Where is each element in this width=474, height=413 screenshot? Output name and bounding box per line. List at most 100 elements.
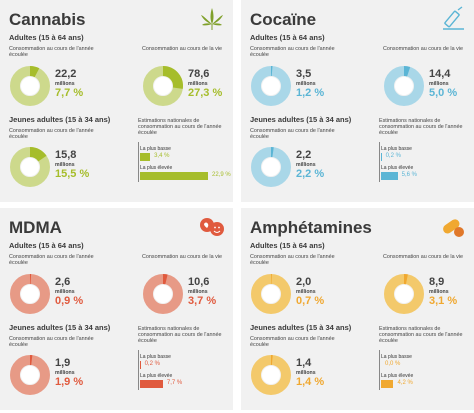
donut-youth-past-year (251, 147, 291, 187)
bar-lowest-value: 3,4 % (154, 153, 170, 159)
donut-slice (162, 66, 183, 89)
unit-label: millions (429, 81, 449, 87)
bar-highest (140, 380, 163, 388)
count-value: 22,2 (55, 68, 77, 80)
donut-hole (154, 285, 172, 303)
donut-adults-lifetime (143, 66, 183, 106)
bar-axis (379, 142, 380, 182)
donut-adults-past-year (10, 66, 50, 106)
past-year-label: Consommation au cours de l'année écoulée (250, 128, 335, 141)
percent-value: 5,0 % (429, 87, 458, 99)
donut-hole (21, 366, 39, 384)
bar-axis (379, 350, 380, 390)
count-value: 1,4 (296, 357, 312, 369)
youth-heading: Jeunes adultes (15 à 34 ans) (9, 115, 111, 124)
bar-highest-value: 5,6 % (401, 172, 417, 178)
count-value: 78,6 (188, 68, 210, 80)
unit-label: millions (55, 289, 75, 295)
past-year-label: Consommation au cours de l'année écoulée (250, 46, 335, 59)
donut-adults-past-year (251, 274, 291, 314)
bar-lowest-value: 0,0 % (385, 361, 401, 367)
bar-highest (381, 380, 394, 388)
donut-slice (29, 147, 47, 162)
adults-heading: Adultes (15 à 64 ans) (9, 33, 84, 42)
unit-label: millions (429, 289, 449, 295)
bar-lowest (140, 361, 141, 369)
panel-title: Cocaïne (250, 10, 317, 29)
count-value: 8,9 (429, 276, 445, 288)
past-year-label: Consommation au cours de l'année écoulée (9, 254, 94, 267)
past-year-label: Consommation au cours de l'année écoulée (9, 128, 94, 141)
capsule-pill-icon (443, 219, 464, 237)
unit-label: millions (188, 289, 208, 295)
past-year-label: Consommation au cours de l'année écoulée (9, 46, 94, 59)
highest-label: La plus élevée (140, 373, 173, 379)
unit-label: millions (188, 81, 208, 87)
donut-adults-past-year (10, 274, 50, 314)
lowest-label: La plus basse (140, 146, 171, 152)
donut-youth-past-year (10, 355, 50, 395)
past-year-label: Consommation au cours de l'année écoulée (250, 254, 335, 267)
bar-lowest (140, 153, 151, 161)
bar-highest-value: 4,2 % (397, 380, 413, 386)
donut-slice (403, 66, 411, 77)
past-year-label: Consommation au cours de l'année écoulée (9, 336, 94, 349)
bar-lowest-value: 0,2 % (144, 361, 160, 367)
count-value: 2,6 (55, 276, 71, 288)
bar-axis (138, 142, 139, 182)
unit-label: millions (296, 370, 316, 376)
lowest-label: La plus basse (140, 354, 171, 360)
bar-lowest-value: 0,2 % (385, 153, 401, 159)
donut-adults-past-year (251, 66, 291, 106)
bar-axis (138, 350, 139, 390)
cannabis-leaf-icon (201, 8, 223, 30)
count-value: 10,6 (188, 276, 210, 288)
highest-label: La plus élevée (140, 165, 173, 171)
syringe-icon (443, 6, 464, 30)
count-value: 15,8 (55, 149, 77, 161)
donut-adults-lifetime (143, 274, 183, 314)
adults-heading: Adultes (15 à 64 ans) (9, 241, 84, 250)
count-value: 2,0 (296, 276, 312, 288)
count-value: 3,5 (296, 68, 312, 80)
donut-hole (21, 77, 39, 95)
lifetime-label: Consommation au cours de la vie (383, 46, 464, 52)
count-value: 14,4 (429, 68, 451, 80)
panel-title: Amphétamines (250, 218, 372, 237)
national-estimates-label: Estimations nationales de consommation a… (379, 326, 463, 345)
donut-hole (262, 366, 280, 384)
donut-hole (395, 285, 413, 303)
lifetime-label: Consommation au cours de la vie (142, 254, 223, 260)
lifetime-label: Consommation au cours de la vie (383, 254, 464, 260)
lowest-label: La plus basse (381, 146, 412, 152)
national-estimates-label: Estimations nationales de consommation a… (138, 326, 222, 345)
percent-value: 3,1 % (429, 295, 458, 307)
panel-title: Cannabis (9, 10, 86, 29)
percent-value: 3,7 % (188, 295, 217, 307)
national-estimates-label: Estimations nationales de consommation a… (138, 118, 222, 137)
unit-label: millions (55, 162, 75, 168)
youth-heading: Jeunes adultes (15 à 34 ans) (250, 115, 352, 124)
past-year-label: Consommation au cours de l'année écoulée (250, 336, 335, 349)
panel-amphetamines: Amphétamines Adultes (15 à 64 ans) Conso… (241, 208, 474, 410)
highest-label: La plus élevée (381, 165, 414, 171)
donut-hole (262, 285, 280, 303)
donut-adults-lifetime (384, 66, 424, 106)
adults-heading: Adultes (15 à 64 ans) (250, 33, 325, 42)
unit-label: millions (296, 81, 316, 87)
adults-heading: Adultes (15 à 64 ans) (250, 241, 325, 250)
donut-hole (154, 77, 172, 95)
donut-youth-past-year (251, 355, 291, 395)
percent-value: 2,2 % (296, 168, 325, 180)
percent-value: 15,5 % (55, 168, 90, 180)
percent-value: 27,3 % (188, 87, 223, 99)
percent-value: 7,7 % (55, 87, 84, 99)
bar-lowest (381, 153, 382, 161)
donut-adults-lifetime (384, 274, 424, 314)
youth-heading: Jeunes adultes (15 à 34 ans) (9, 323, 111, 332)
count-value: 2,2 (296, 149, 312, 161)
donut-hole (21, 285, 39, 303)
percent-value: 1,4 % (296, 376, 325, 388)
bar-highest (140, 172, 208, 180)
